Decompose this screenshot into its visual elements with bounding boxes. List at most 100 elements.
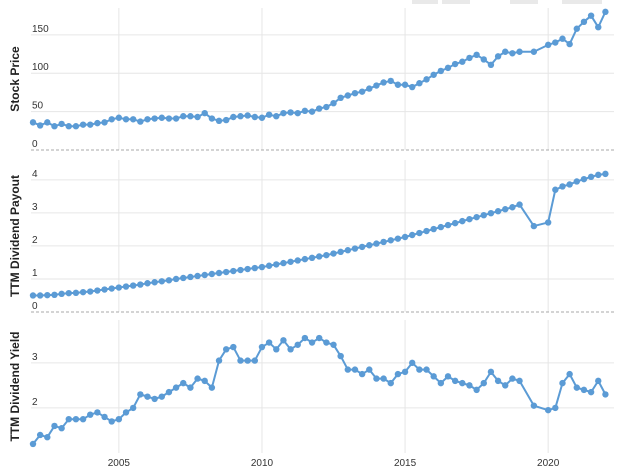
data-point[interactable] xyxy=(566,181,573,188)
data-point[interactable] xyxy=(373,375,380,382)
data-point[interactable] xyxy=(466,215,473,223)
data-point[interactable] xyxy=(44,434,51,441)
data-point[interactable] xyxy=(230,113,237,121)
data-point[interactable] xyxy=(330,341,337,348)
data-point[interactable] xyxy=(451,377,459,385)
data-point[interactable] xyxy=(487,210,495,217)
data-point[interactable] xyxy=(595,377,602,385)
data-point[interactable] xyxy=(151,115,158,122)
data-point[interactable] xyxy=(58,290,65,298)
data-point[interactable] xyxy=(201,377,208,385)
data-point[interactable] xyxy=(437,67,445,75)
data-point[interactable] xyxy=(502,206,509,213)
data-point[interactable] xyxy=(330,99,337,107)
data-point[interactable] xyxy=(494,208,502,215)
data-point[interactable] xyxy=(358,88,366,95)
data-point[interactable] xyxy=(165,115,173,122)
data-point[interactable] xyxy=(437,379,445,387)
data-point[interactable] xyxy=(494,377,502,385)
data-point[interactable] xyxy=(480,56,487,63)
data-point[interactable] xyxy=(158,393,165,400)
data-point[interactable] xyxy=(144,116,151,123)
data-point[interactable] xyxy=(351,245,359,252)
data-point[interactable] xyxy=(351,90,359,97)
data-point[interactable] xyxy=(273,113,280,120)
data-point[interactable] xyxy=(79,415,87,423)
data-point[interactable] xyxy=(587,388,595,396)
data-point[interactable] xyxy=(409,83,416,91)
data-point[interactable] xyxy=(459,58,466,65)
data-point[interactable] xyxy=(566,40,573,48)
data-point[interactable] xyxy=(316,105,323,112)
data-point[interactable] xyxy=(308,108,316,115)
toolbar-button[interactable] xyxy=(442,0,470,4)
data-point[interactable] xyxy=(509,204,516,211)
data-point[interactable] xyxy=(258,343,266,351)
data-point[interactable] xyxy=(323,251,330,259)
data-point[interactable] xyxy=(409,231,416,239)
data-point[interactable] xyxy=(480,379,487,387)
data-point[interactable] xyxy=(79,288,87,296)
data-point[interactable] xyxy=(294,257,301,264)
data-point[interactable] xyxy=(466,382,473,389)
data-point[interactable] xyxy=(215,269,223,277)
data-point[interactable] xyxy=(444,373,452,380)
data-point[interactable] xyxy=(595,171,602,179)
data-point[interactable] xyxy=(115,284,123,291)
data-point[interactable] xyxy=(316,334,323,342)
data-point[interactable] xyxy=(137,391,144,398)
data-point[interactable] xyxy=(516,201,523,208)
data-point[interactable] xyxy=(344,366,352,373)
data-point[interactable] xyxy=(237,266,244,274)
data-point[interactable] xyxy=(509,375,516,382)
data-point[interactable] xyxy=(151,395,158,403)
data-point[interactable] xyxy=(559,183,566,190)
data-point[interactable] xyxy=(344,92,352,99)
data-point[interactable] xyxy=(230,343,237,351)
toolbar-button[interactable] xyxy=(510,0,538,4)
data-point[interactable] xyxy=(573,384,580,391)
data-point[interactable] xyxy=(473,51,480,59)
data-point[interactable] xyxy=(172,275,180,283)
data-point[interactable] xyxy=(544,219,552,226)
data-point[interactable] xyxy=(401,368,409,376)
data-point[interactable] xyxy=(237,113,244,120)
data-point[interactable] xyxy=(72,123,80,130)
data-point[interactable] xyxy=(137,281,144,288)
data-point[interactable] xyxy=(394,235,402,242)
data-point[interactable] xyxy=(502,48,509,55)
data-point[interactable] xyxy=(580,18,588,26)
data-point[interactable] xyxy=(387,77,394,85)
data-point[interactable] xyxy=(487,61,495,68)
data-point[interactable] xyxy=(351,366,359,373)
data-point[interactable] xyxy=(530,402,538,409)
data-point[interactable] xyxy=(144,280,151,287)
data-point[interactable] xyxy=(108,418,115,425)
data-point[interactable] xyxy=(401,81,409,88)
data-point[interactable] xyxy=(516,377,523,385)
data-point[interactable] xyxy=(194,272,201,280)
data-point[interactable] xyxy=(380,375,387,382)
data-point[interactable] xyxy=(344,247,352,254)
data-point[interactable] xyxy=(65,415,72,423)
data-point[interactable] xyxy=(294,109,301,117)
data-point[interactable] xyxy=(494,53,502,60)
data-point[interactable] xyxy=(323,339,330,346)
toolbar-button[interactable] xyxy=(562,0,602,4)
data-point[interactable] xyxy=(201,109,208,117)
data-point[interactable] xyxy=(280,259,287,267)
data-point[interactable] xyxy=(222,346,230,353)
data-point[interactable] xyxy=(280,109,287,117)
data-point[interactable] xyxy=(544,406,552,414)
data-point[interactable] xyxy=(552,186,559,193)
data-point[interactable] xyxy=(301,334,309,342)
data-point[interactable] xyxy=(237,357,244,364)
data-point[interactable] xyxy=(115,415,123,423)
data-point[interactable] xyxy=(72,415,80,423)
data-point[interactable] xyxy=(108,285,115,292)
data-point[interactable] xyxy=(387,379,394,387)
data-point[interactable] xyxy=(51,123,58,130)
data-point[interactable] xyxy=(251,264,259,272)
data-point[interactable] xyxy=(187,113,194,120)
data-point[interactable] xyxy=(602,391,609,398)
